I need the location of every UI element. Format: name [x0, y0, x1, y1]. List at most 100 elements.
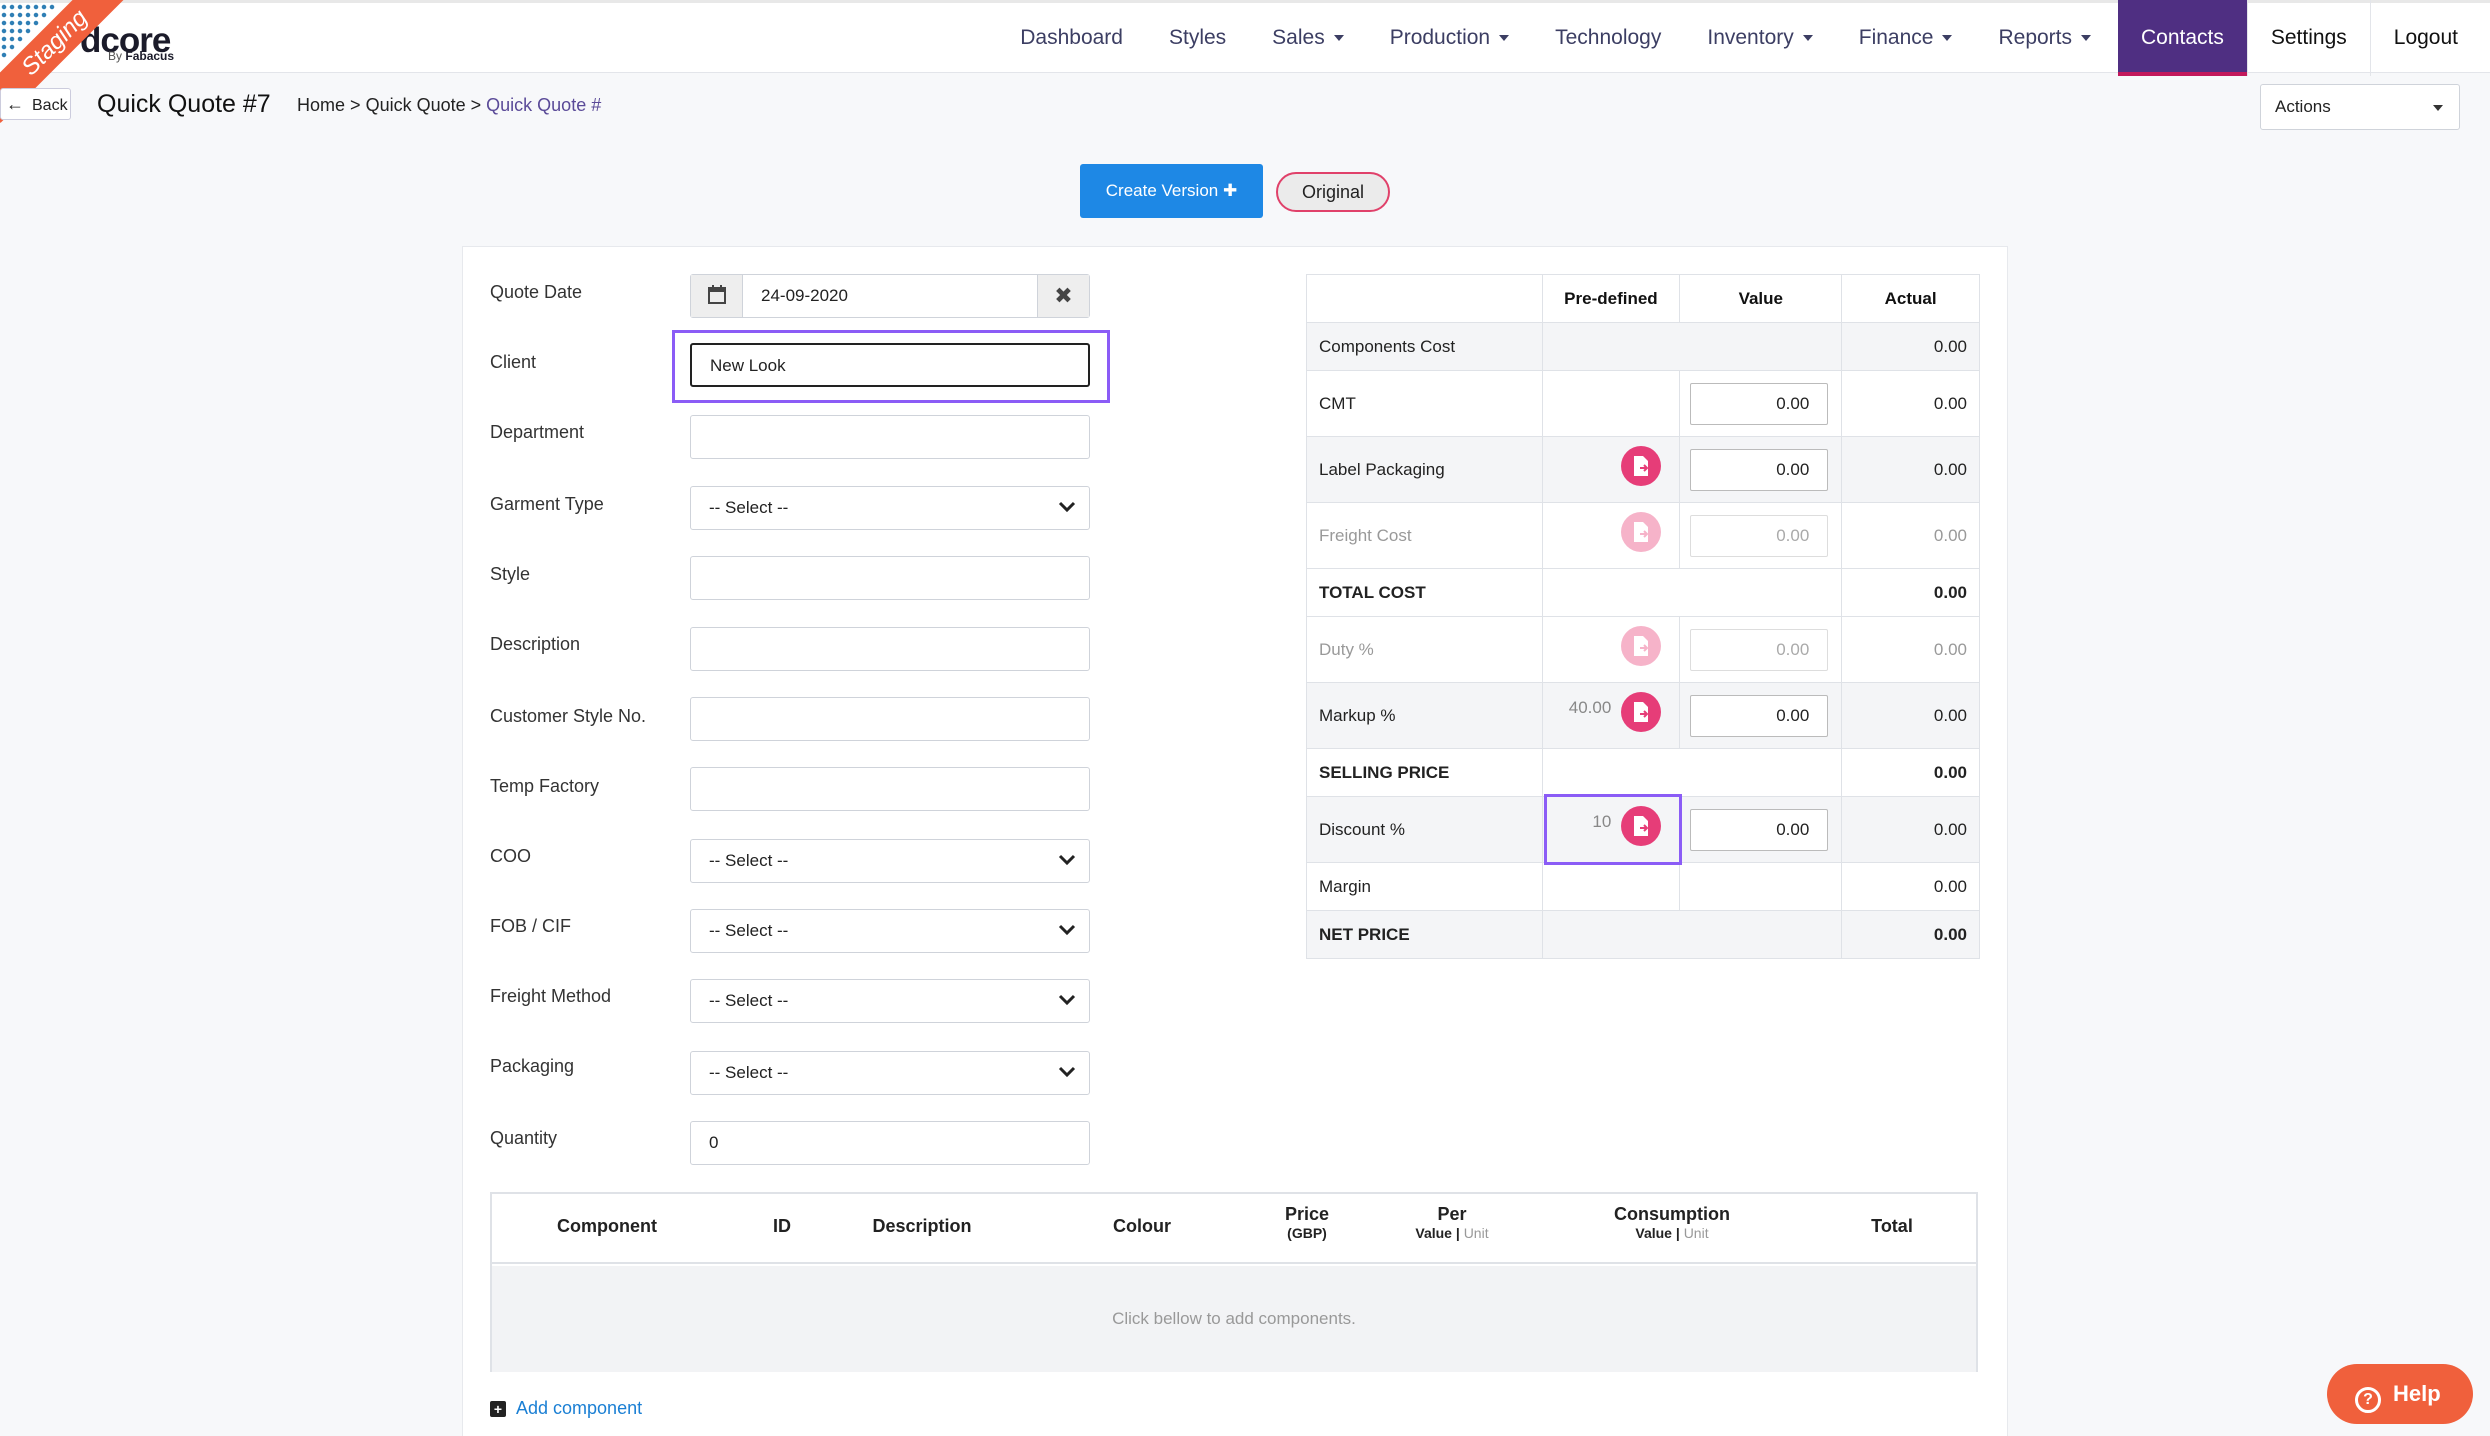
nav-dashboard[interactable]: Dashboard	[1020, 26, 1123, 49]
coo-select[interactable]: -- Select --	[690, 839, 1090, 883]
file-copy-icon	[1621, 512, 1662, 552]
customer-style-label: Customer Style No.	[490, 706, 647, 726]
components-cost-row: Components Cost 0.00	[1306, 322, 1980, 371]
plus-icon: ✚	[1222, 181, 1238, 200]
question-icon: ?	[2355, 1387, 2381, 1413]
per-header: Per Value | Unit	[1415, 1204, 1489, 1241]
quantity-input[interactable]: 0	[690, 1121, 1090, 1165]
consumption-header: Consumption Value | Unit	[1614, 1204, 1730, 1241]
actions-dropdown[interactable]: Actions	[2260, 84, 2460, 130]
main-nav: Dashboard Styles Sales Production Techno…	[997, 0, 2490, 76]
quote-date-input[interactable]: 24-09-2020	[761, 286, 848, 305]
clear-date-icon[interactable]: ✖	[1037, 275, 1089, 317]
packaging-select[interactable]: -- Select --	[690, 1051, 1090, 1095]
style-input[interactable]	[690, 556, 1090, 600]
cost-table: Pre-defined Value Actual Components Cost…	[1306, 274, 1980, 959]
chevron-down-icon	[1058, 994, 1076, 1006]
discount-highlight	[1544, 794, 1682, 865]
chevron-down-icon	[1058, 501, 1076, 513]
chevron-down-icon	[1058, 1066, 1076, 1078]
create-version-button[interactable]: Create Version ✚	[1080, 164, 1263, 218]
quote-date-group: 24-09-2020 ✖	[690, 274, 1090, 318]
actual-header: Actual	[1841, 274, 1980, 323]
client-input[interactable]: New Look	[690, 343, 1090, 387]
customer-style-input[interactable]	[690, 697, 1090, 741]
net-price-row: NET PRICE 0.00	[1306, 910, 1980, 959]
freight-method-select[interactable]: -- Select --	[690, 979, 1090, 1023]
file-copy-icon[interactable]	[1621, 692, 1662, 732]
components-empty-message: Click bellow to add components.	[492, 1266, 1976, 1372]
nav-production[interactable]: Production	[1367, 0, 1532, 76]
nav-logout[interactable]: Logout	[2369, 0, 2490, 76]
freight-cost-row: Freight Cost 0.00 0.00	[1306, 502, 1980, 569]
plus-square-icon: +	[490, 1401, 506, 1417]
quantity-label: Quantity	[490, 1128, 558, 1148]
caret-down-icon	[1333, 35, 1344, 42]
department-input[interactable]	[690, 415, 1090, 459]
discount-predefined: 10	[1592, 812, 1612, 831]
caret-down-icon	[1499, 35, 1510, 42]
freight-value-input[interactable]: 0.00	[1690, 514, 1829, 557]
style-label: Style	[490, 564, 531, 584]
caret-down-icon	[1942, 35, 1953, 42]
price-header: Price (GBP)	[1284, 1204, 1330, 1241]
file-copy-icon[interactable]	[1621, 806, 1662, 846]
components-table: Component ID Description Colour Price (GB…	[490, 1192, 1978, 1372]
description-header: Description	[872, 1216, 972, 1236]
top-navbar: dcore By Fabacus Staging Dashboard Style…	[0, 0, 2490, 123]
cost-header-row: Pre-defined Value Actual	[1306, 274, 1980, 323]
total-header: Total	[1871, 1216, 1913, 1236]
client-highlight	[672, 330, 1110, 403]
total-cost-row: TOTAL COST 0.00	[1306, 568, 1980, 617]
back-button[interactable]: ← Back	[0, 88, 71, 120]
garment-type-label: Garment Type	[490, 494, 604, 514]
file-copy-icon	[1621, 626, 1662, 666]
file-copy-icon[interactable]	[1621, 446, 1662, 486]
arrow-left-icon: ←	[6, 94, 24, 114]
colour-header: Colour	[1113, 1216, 1171, 1236]
crumb-home[interactable]: Home	[297, 95, 346, 115]
help-button[interactable]: ? Help	[2327, 1364, 2473, 1424]
label-packaging-row: Label Packaging 0.00 0.00	[1306, 436, 1980, 503]
markup-predefined: 40.00	[1568, 698, 1612, 717]
nav-technology[interactable]: Technology	[1555, 26, 1662, 49]
nav-finance[interactable]: Finance	[1836, 0, 1976, 76]
nav-styles[interactable]: Styles	[1168, 26, 1227, 49]
duty-row: Duty % 0.00 0.00	[1306, 616, 1980, 683]
nav-reports[interactable]: Reports	[1975, 0, 2114, 76]
component-header: Component	[557, 1216, 657, 1236]
logo-byline: By Fabacus	[108, 49, 175, 63]
components-header: Component ID Description Colour Price (GB…	[492, 1194, 1976, 1264]
cmt-value-input[interactable]: 0.00	[1690, 382, 1829, 425]
description-label: Description	[490, 634, 581, 654]
caret-down-icon	[2433, 105, 2443, 111]
temp-factory-input[interactable]	[690, 767, 1090, 811]
markup-value-input[interactable]: 0.00	[1690, 694, 1829, 737]
nav-sales[interactable]: Sales	[1249, 0, 1367, 76]
coo-label: COO	[490, 846, 532, 866]
client-label: Client	[490, 352, 537, 372]
garment-type-select[interactable]: -- Select --	[690, 486, 1090, 530]
add-component-link[interactable]: + Add component	[490, 1398, 642, 1419]
crumb-current: Quick Quote #	[486, 95, 602, 115]
crumb-quick-quote[interactable]: Quick Quote	[365, 95, 466, 115]
nav-contacts[interactable]: Contacts	[2118, 0, 2247, 76]
department-label: Department	[490, 422, 585, 442]
id-header: ID	[773, 1216, 791, 1236]
nav-settings[interactable]: Settings	[2246, 0, 2370, 76]
nav-inventory[interactable]: Inventory	[1684, 0, 1835, 76]
duty-value-input[interactable]: 0.00	[1690, 628, 1829, 671]
freight-method-label: Freight Method	[490, 986, 612, 1006]
discount-value-input[interactable]: 0.00	[1690, 808, 1829, 851]
fob-cif-select[interactable]: -- Select --	[690, 909, 1090, 953]
calendar-icon[interactable]	[691, 275, 743, 317]
breadcrumb: Home > Quick Quote > Quick Quote #	[297, 95, 602, 115]
margin-row: Margin 0.00	[1306, 862, 1980, 911]
packaging-label: Packaging	[490, 1056, 575, 1076]
quote-date-label: Quote Date	[490, 282, 583, 302]
page-title: Quick Quote #7	[97, 90, 271, 118]
description-input[interactable]	[690, 627, 1090, 671]
label-packaging-value-input[interactable]: 0.00	[1690, 448, 1829, 491]
caret-down-icon	[1802, 35, 1813, 42]
original-version-button[interactable]: Original	[1276, 172, 1390, 212]
